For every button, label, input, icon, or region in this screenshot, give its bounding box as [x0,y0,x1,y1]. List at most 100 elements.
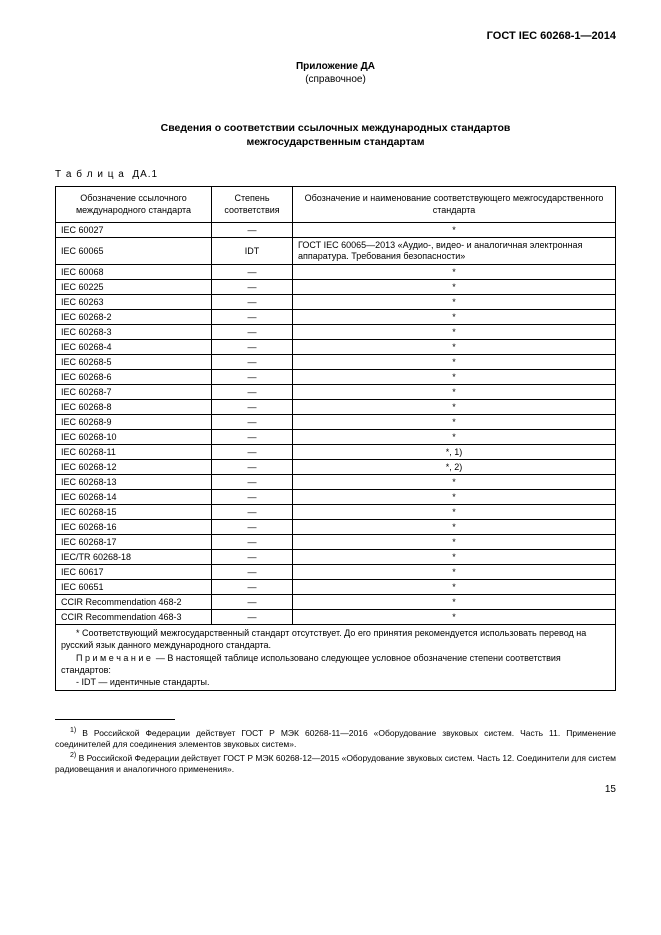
cell-degree: — [212,445,293,460]
table-row: IEC 60068—* [56,265,616,280]
cell-standard: IEC 60617 [56,565,212,580]
cell-standard: IEC 60268-9 [56,415,212,430]
table-row: IEC 60263—* [56,295,616,310]
col-header-2: Степень соответствия [212,187,293,223]
cell-designation: * [293,325,616,340]
cell-standard: IEC 60268-8 [56,400,212,415]
table-footnote-row: * Соответствующий межгосударственный ста… [56,625,616,691]
table-row: IEC 60651—* [56,580,616,595]
cell-standard: IEC 60027 [56,222,212,237]
appendix-line1: Приложение ДА [296,61,375,72]
cell-designation: * [293,222,616,237]
table-label: Т а б л и ц а ДА.1 [55,169,616,180]
cell-designation: * [293,610,616,625]
cell-designation: * [293,505,616,520]
appendix-heading: Приложение ДА (справочное) [55,60,616,86]
table-row: IEC 60268-5—* [56,355,616,370]
table-row: IEC 60268-10—* [56,430,616,445]
table-footnote-p1: * Соответствующий межгосударственный ста… [61,627,610,651]
cell-designation: *, 2) [293,460,616,475]
cell-standard: IEC 60268-12 [56,460,212,475]
table-row: IEC/TR 60268-18—* [56,550,616,565]
document-id: ГОСТ IEC 60268-1—2014 [55,30,616,42]
appendix-line2: (справочное) [305,74,366,85]
cell-degree: — [212,295,293,310]
cell-designation: ГОСТ IEC 60065—2013 «Аудио-, видео- и ан… [293,237,616,265]
table-row: IEC 60268-16—* [56,520,616,535]
table-row: IEC 60268-13—* [56,475,616,490]
cell-designation: * [293,415,616,430]
cell-designation: * [293,265,616,280]
table-row: IEC 60268-6—* [56,370,616,385]
cell-designation: * [293,370,616,385]
cell-standard: IEC 60651 [56,580,212,595]
cell-degree: — [212,475,293,490]
cell-designation: * [293,280,616,295]
cell-degree: — [212,400,293,415]
cell-degree: — [212,490,293,505]
cell-degree: — [212,370,293,385]
table-row: CCIR Recommendation 468-2—* [56,595,616,610]
cell-standard: IEC 60268-10 [56,430,212,445]
cell-designation: * [293,565,616,580]
cell-standard: IEC 60065 [56,237,212,265]
cell-designation: * [293,475,616,490]
cell-designation: * [293,355,616,370]
table-row: IEC 60617—* [56,565,616,580]
col-header-1: Обозначение ссылочного международного ст… [56,187,212,223]
cell-designation: *, 1) [293,445,616,460]
table-row: IEC 60268-9—* [56,415,616,430]
cell-standard: IEC 60268-13 [56,475,212,490]
cell-designation: * [293,595,616,610]
cell-degree: — [212,580,293,595]
cell-degree: — [212,340,293,355]
table-row: IEC 60268-3—* [56,325,616,340]
table-row: IEC 60268-2—* [56,310,616,325]
cell-designation: * [293,430,616,445]
cell-standard: IEC 60268-17 [56,535,212,550]
cell-degree: IDT [212,237,293,265]
cell-standard: IEC 60068 [56,265,212,280]
cell-designation: * [293,520,616,535]
cell-standard: IEC 60263 [56,295,212,310]
cell-designation: * [293,535,616,550]
cell-degree: — [212,430,293,445]
cell-standard: IEC/TR 60268-18 [56,550,212,565]
cell-designation: * [293,580,616,595]
cell-degree: — [212,415,293,430]
cell-designation: * [293,550,616,565]
cell-standard: IEC 60268-14 [56,490,212,505]
cell-degree: — [212,520,293,535]
table-footnote-p2: П р и м е ч а н и е — В настоящей таблиц… [61,652,610,676]
cell-degree: — [212,505,293,520]
cell-standard: CCIR Recommendation 468-3 [56,610,212,625]
cell-standard: IEC 60268-3 [56,325,212,340]
standards-table: Обозначение ссылочного международного ст… [55,186,616,691]
cell-degree: — [212,310,293,325]
cell-degree: — [212,595,293,610]
cell-degree: — [212,550,293,565]
footnote-1: 1) В Российской Федерации действует ГОСТ… [55,726,616,751]
cell-degree: — [212,265,293,280]
table-footnote-p3: - IDT — идентичные стандарты. [61,676,610,688]
cell-degree: — [212,535,293,550]
cell-standard: IEC 60268-6 [56,370,212,385]
cell-standard: IEC 60268-2 [56,310,212,325]
table-row: IEC 60268-7—* [56,385,616,400]
table-row: IEC 60225—* [56,280,616,295]
table-row: IEC 60027—* [56,222,616,237]
table-row: IEC 60268-11—*, 1) [56,445,616,460]
cell-degree: — [212,325,293,340]
cell-degree: — [212,280,293,295]
cell-degree: — [212,222,293,237]
table-header-row: Обозначение ссылочного международного ст… [56,187,616,223]
cell-standard: IEC 60225 [56,280,212,295]
table-row: IEC 60268-14—* [56,490,616,505]
cell-standard: CCIR Recommendation 468-2 [56,595,212,610]
table-row: IEC 60065IDTГОСТ IEC 60065—2013 «Аудио-,… [56,237,616,265]
cell-degree: — [212,610,293,625]
cell-degree: — [212,355,293,370]
title-line1: Сведения о соответствии ссылочных междун… [161,122,511,134]
title-line2: межгосударственным стандартам [247,136,425,148]
table-row: CCIR Recommendation 468-3—* [56,610,616,625]
